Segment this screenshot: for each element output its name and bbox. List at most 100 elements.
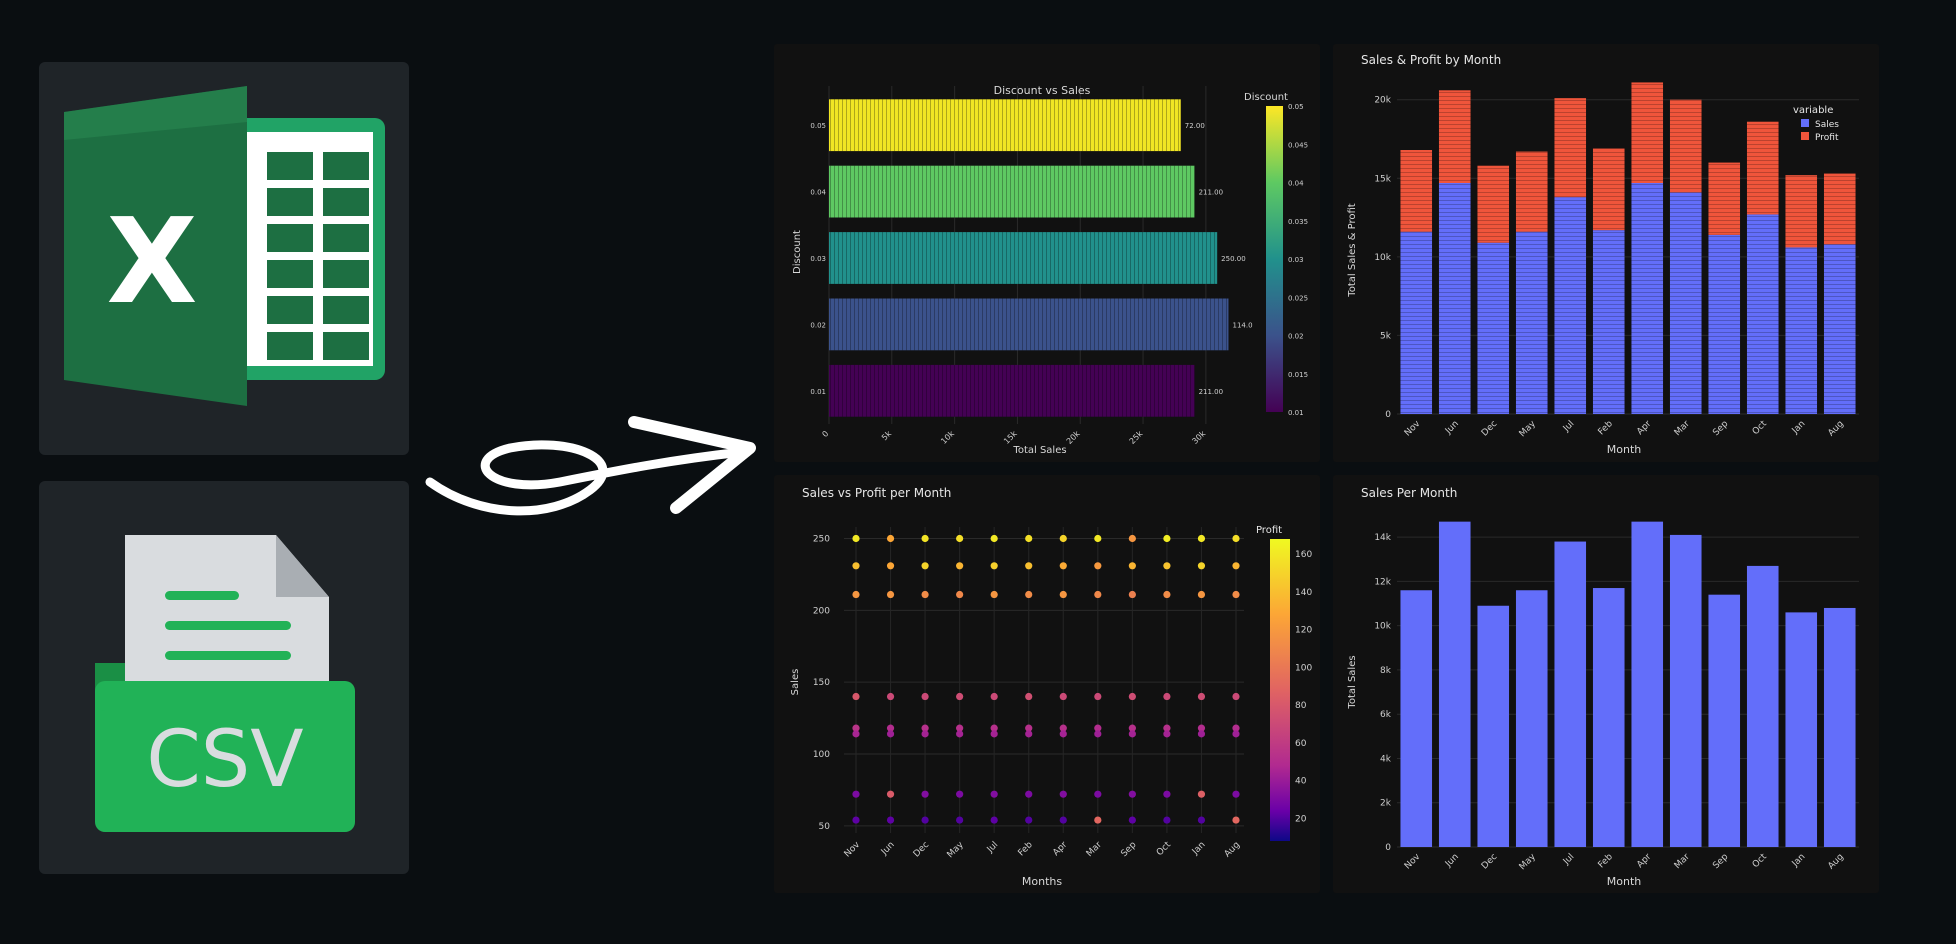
profit-bar-segments bbox=[1400, 150, 1433, 232]
scatter-point bbox=[1094, 730, 1102, 738]
excel-tile: X bbox=[39, 62, 409, 455]
sales-bar-segments bbox=[1708, 234, 1741, 414]
scatter-point bbox=[1025, 534, 1033, 543]
y-axis-label: Total Sales bbox=[1347, 655, 1358, 709]
sales-bar-segments bbox=[1746, 214, 1779, 414]
scatter-point bbox=[1128, 562, 1136, 570]
csv-paper-fold bbox=[276, 535, 329, 597]
scatter-point bbox=[1059, 590, 1067, 599]
bar-segments bbox=[829, 165, 1195, 218]
scatter-point bbox=[1094, 562, 1102, 570]
x-tick-label: May bbox=[1518, 419, 1539, 440]
scatter-point bbox=[1232, 590, 1240, 599]
y-tick-label: 20k bbox=[1374, 96, 1391, 106]
excel-letter: X bbox=[107, 192, 198, 330]
x-tick-label: 10k bbox=[939, 429, 956, 446]
data-label: 114.0 bbox=[1232, 321, 1252, 329]
sales-bar-segments bbox=[1631, 183, 1664, 414]
scatter-point bbox=[1025, 730, 1033, 738]
x-tick-label: Mar bbox=[1673, 852, 1692, 871]
scatter-point bbox=[956, 724, 964, 732]
y-tick-label: 0.01 bbox=[810, 388, 826, 396]
scatter-point bbox=[990, 730, 998, 738]
colorbar-tick-label: 0.045 bbox=[1288, 141, 1308, 149]
x-tick-label: Apr bbox=[1635, 852, 1653, 870]
csv-file-icon: CSV bbox=[95, 535, 355, 832]
chart-title: Sales & Profit by Month bbox=[1361, 53, 1501, 67]
sales-profit-by-month-chart: 0 5k 10k 15k 20k Nov Jun Dec May Jul Feb Apr Mar Sep… bbox=[1347, 53, 1859, 456]
colorbar-tick-label: 20 bbox=[1295, 814, 1307, 824]
scatter-point bbox=[1128, 790, 1136, 798]
scatter-point bbox=[1232, 730, 1240, 738]
legend-label-sales: Sales bbox=[1815, 120, 1839, 130]
scatter-point bbox=[1163, 692, 1171, 701]
y-tick-label: 8k bbox=[1380, 666, 1392, 676]
bar bbox=[1631, 521, 1664, 847]
scatter-point bbox=[886, 790, 895, 798]
bar bbox=[1477, 605, 1510, 847]
scatter-point bbox=[1163, 534, 1171, 543]
discount-vs-sales-panel: 0 5k 10k 15k 20k 25k 30k 0.05 72.00 0.04 211.00 0.… bbox=[774, 44, 1320, 462]
bar-segments bbox=[829, 364, 1195, 417]
scatter-point bbox=[852, 724, 860, 732]
sales-bar-segments bbox=[1400, 231, 1433, 414]
chart-title: Sales vs Profit per Month bbox=[802, 486, 951, 500]
y-tick-label: 100 bbox=[813, 750, 830, 760]
excel-grid-cell bbox=[267, 152, 313, 180]
x-tick-label: Feb bbox=[1017, 840, 1036, 859]
y-axis-label: Sales bbox=[790, 669, 801, 696]
scatter-point bbox=[1059, 534, 1067, 543]
x-tick-label: Oct bbox=[1751, 419, 1769, 437]
excel-grid-cell bbox=[323, 152, 369, 180]
sales-bar-segments bbox=[1785, 247, 1818, 414]
colorbar-tick-label: 0.02 bbox=[1288, 333, 1304, 341]
scatter-point bbox=[852, 562, 860, 570]
scatter-point bbox=[1128, 590, 1136, 599]
bar bbox=[1708, 594, 1741, 847]
sales-bar-segments bbox=[1515, 231, 1548, 414]
x-tick-label: Jan bbox=[1190, 840, 1208, 858]
scatter-point bbox=[956, 534, 964, 543]
legend-swatch-profit bbox=[1801, 132, 1809, 140]
scatter-point bbox=[1059, 790, 1067, 798]
profit-bar-segments bbox=[1477, 165, 1510, 243]
sales-bar-segments bbox=[1554, 197, 1587, 414]
scatter-point bbox=[886, 724, 895, 732]
scatter-point bbox=[852, 590, 860, 599]
colorbar-tick-label: 160 bbox=[1295, 550, 1312, 560]
x-tick-label: Nov bbox=[1403, 852, 1423, 872]
y-tick-label: 5k bbox=[1380, 331, 1392, 341]
sales-bar-segments bbox=[1592, 230, 1625, 414]
profit-bar-segments bbox=[1631, 82, 1664, 183]
sales-bar-segments bbox=[1823, 244, 1856, 414]
scatter-point bbox=[886, 730, 895, 738]
colorbar-tick-label: 120 bbox=[1295, 626, 1312, 636]
scatter-point bbox=[886, 562, 895, 570]
x-tick-label: Dec bbox=[912, 840, 931, 859]
scatter-point bbox=[1094, 816, 1102, 824]
colorbar-tick-label: 40 bbox=[1295, 777, 1307, 787]
scatter-point bbox=[921, 562, 929, 570]
legend-title: variable bbox=[1793, 105, 1833, 116]
bar bbox=[1823, 607, 1856, 847]
colorbar-tick-label: 140 bbox=[1295, 588, 1312, 598]
scatter-point bbox=[1128, 692, 1136, 701]
scatter-point bbox=[921, 590, 929, 599]
scatter-point bbox=[1163, 816, 1171, 824]
excel-grid-cell bbox=[323, 260, 369, 288]
scatter-point bbox=[1025, 692, 1033, 701]
excel-grid-cell bbox=[267, 332, 313, 360]
x-tick-label: Jun bbox=[879, 840, 897, 858]
colorbar-tick-label: 0.05 bbox=[1288, 103, 1304, 111]
colorbar bbox=[1270, 539, 1290, 841]
scatter-point bbox=[990, 816, 998, 824]
excel-cover-shade bbox=[64, 86, 247, 140]
scatter-point bbox=[1163, 590, 1171, 599]
scatter-point bbox=[1059, 724, 1067, 732]
excel-grid-cell bbox=[267, 188, 313, 216]
y-tick-label: 0.03 bbox=[810, 255, 826, 263]
x-tick-label: Oct bbox=[1751, 852, 1769, 870]
excel-grid-cell bbox=[323, 296, 369, 324]
csv-band bbox=[95, 691, 355, 832]
profit-bar-segments bbox=[1669, 99, 1702, 193]
